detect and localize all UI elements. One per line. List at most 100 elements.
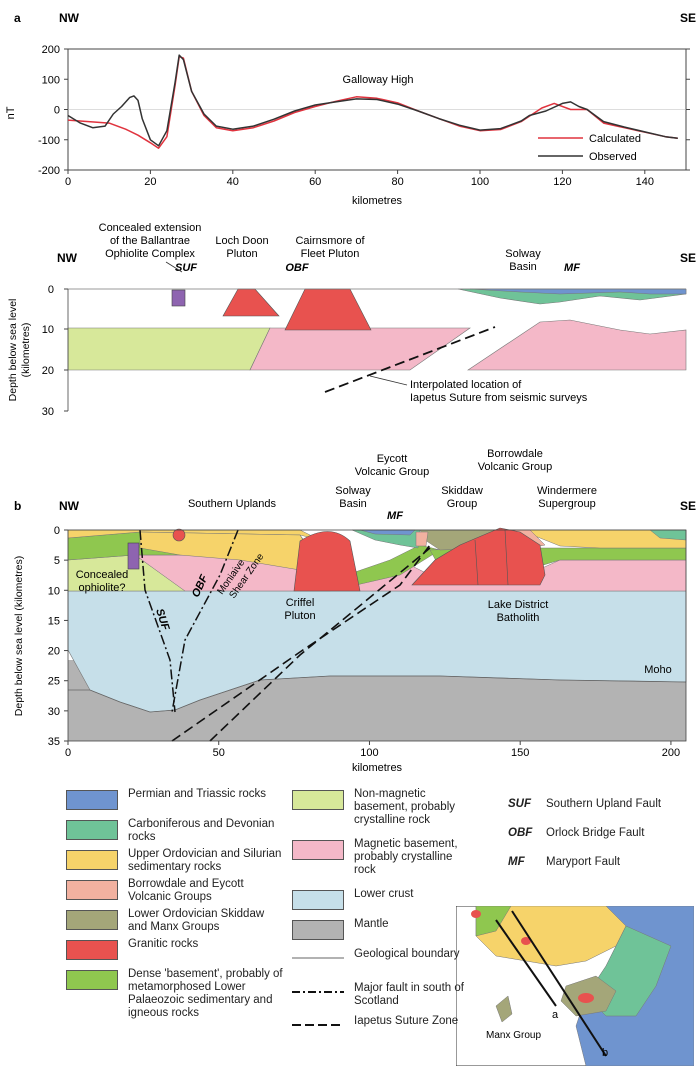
inset-map: a b Manx Group — [456, 906, 694, 1066]
fault-abbreviation: OBF Orlock Bridge Fault — [508, 827, 644, 840]
legend-text: Permian and Triassic rocks — [128, 788, 267, 800]
distance-tick-label: 200 — [662, 747, 680, 759]
magnetic-basement-east — [467, 319, 687, 371]
windermere-label-2: Supergroup — [538, 498, 596, 510]
borrowdale-label-1: Borrowdale — [487, 448, 543, 460]
x-axis-label: kilometres — [352, 762, 403, 774]
depth-tick-10: 10 — [42, 324, 54, 336]
series-line-observed — [67, 54, 678, 147]
fault-name: Orlock Bridge Fault — [546, 827, 645, 839]
lake-district-label-1: Lake District — [488, 599, 549, 611]
nw-label: NW — [57, 251, 78, 265]
svg-text:Depth below sea level: Depth below sea level — [7, 299, 19, 402]
moho-line — [68, 675, 687, 713]
ordovician-silurian-main — [139, 531, 311, 571]
legend-text: Major fault in south of Scotland — [354, 982, 464, 1007]
criffel-label-1: Criffel — [286, 597, 315, 609]
suf-fault — [139, 529, 176, 713]
legend-item: Borrowdale and Eycott Volcanic Groups — [66, 878, 286, 904]
legend-swatch — [66, 790, 118, 810]
loch-doon-label-2: Pluton — [226, 248, 257, 260]
legend-text: Dense 'basement', probably of metamorpho… — [128, 968, 283, 1019]
concealed-label-1: Concealed — [76, 569, 129, 581]
legend-item: Mantle — [292, 918, 464, 940]
distance-tick-label: 0 — [65, 747, 71, 759]
mf-label: MF — [387, 510, 403, 522]
moho-label: Moho — [644, 664, 672, 676]
ophiolite-label-2: of the Ballantrae — [110, 235, 190, 247]
nw-label: NW — [59, 499, 80, 513]
legend-text: Mantle — [354, 918, 389, 930]
nw-label: NW — [59, 11, 80, 25]
legend-swatch — [66, 970, 118, 990]
legend-text: Lower Ordovician Skiddaw and Manx Groups — [128, 908, 265, 933]
legend-item: Lower Ordovician Skiddaw and Manx Groups — [66, 908, 286, 934]
x-tick-label: 140 — [636, 176, 654, 188]
depth-tick-label: 35 — [48, 736, 60, 748]
isle-of-man — [495, 995, 513, 1023]
depth-tick-0: 0 — [48, 284, 54, 296]
y-tick-label: -100 — [38, 135, 60, 147]
legend-line-swatch — [292, 982, 344, 1002]
x-tick-label: 60 — [309, 176, 321, 188]
depth-tick-label: 0 — [54, 525, 60, 537]
y-tick-label: 200 — [42, 44, 60, 56]
criffel-label-2: Pluton — [284, 610, 315, 622]
section-line-a — [495, 919, 557, 1007]
leader-line — [369, 375, 408, 386]
legend-text: Upper Ordovician and Silurian sedimentar… — [128, 848, 282, 873]
land-green — [475, 906, 512, 937]
fault-abbreviation: SUF Southern Upland Fault — [508, 798, 661, 811]
legend-text: Magnetic basement, probably crystalline … — [354, 838, 458, 876]
depth-tick-label: 30 — [48, 706, 60, 718]
legend-swatch — [66, 940, 118, 960]
legend-calculated-label: Calculated — [589, 133, 641, 145]
x-tick-label: 100 — [471, 176, 489, 188]
eycott-label-2: Volcanic Group — [355, 466, 430, 478]
distance-tick-label: 50 — [213, 747, 225, 759]
x-tick-label: 40 — [227, 176, 239, 188]
fault-name: Southern Upland Fault — [546, 798, 662, 810]
y-tick-label: 0 — [54, 105, 60, 117]
obf-label: OBF — [285, 262, 309, 274]
inset-label-b: b — [602, 1047, 608, 1059]
depth-tick-label: 20 — [48, 646, 60, 658]
concealed-ophiolite — [171, 289, 186, 307]
southern-uplands-label: Southern Uplands — [188, 498, 277, 510]
solway-label-2: Basin — [339, 498, 367, 510]
depth-tick-label: 25 — [48, 676, 60, 688]
legend-text: Iapetus Suture Zone — [354, 1015, 459, 1027]
fault-abbr: MF — [508, 856, 525, 868]
lake-district-batholith — [411, 527, 546, 586]
granite-spot — [471, 910, 481, 918]
legend-line-swatch — [292, 1015, 344, 1035]
legend-text: Lower crust — [354, 888, 414, 900]
series-line-calculated — [67, 55, 678, 149]
y-axis-label: Depth below sea level (kilometres) — [13, 556, 25, 716]
y-tick-labels: 200 100 0 -100 -200 — [38, 44, 690, 177]
solway-label-1: Solway — [335, 485, 371, 497]
x-tick-label: 120 — [553, 176, 571, 188]
se-label: SE — [680, 11, 696, 25]
depth-tick-labels: 0 5 10 15 20 25 30 35 — [48, 525, 68, 748]
magnetic-basement-west — [249, 327, 471, 371]
crustal-cross-section: b NW SE Eycott Volcanic Group Borrowdale… — [13, 448, 696, 774]
depth-tick-30: 30 — [42, 406, 54, 418]
eycott-label-1: Eycott — [377, 453, 408, 465]
pluton-boundary — [474, 539, 479, 586]
x-tick-label: 0 — [65, 176, 71, 188]
legend-swatch — [292, 890, 344, 910]
panel-a-label: a — [14, 11, 21, 25]
depth-tick-20: 20 — [42, 365, 54, 377]
nonmagnetic-basement — [67, 327, 271, 371]
top-cross-section: Concealed extension of the Ballantrae Op… — [7, 222, 696, 418]
fault-name: Maryport Fault — [546, 856, 621, 868]
lake-district-label-2: Batholith — [497, 612, 540, 624]
obf-fault — [171, 529, 239, 713]
iapetus-label-2: Iapetus Suture from seismic surveys — [410, 392, 588, 404]
inset-label-a: a — [552, 1009, 559, 1021]
granite-spot — [521, 937, 531, 945]
windermere-label-1: Windermere — [537, 485, 597, 497]
svg-text:(kilometres): (kilometres) — [20, 323, 32, 378]
y-tick-label: -200 — [38, 165, 60, 177]
